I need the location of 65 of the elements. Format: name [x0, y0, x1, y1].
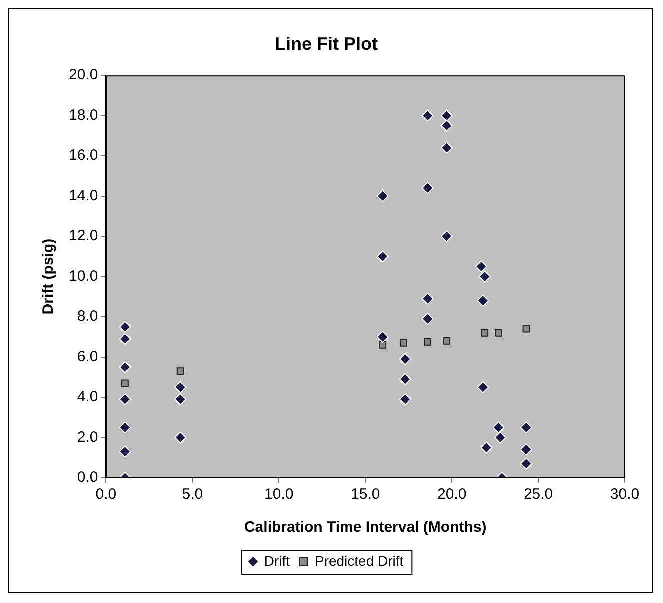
point — [399, 373, 412, 386]
point — [422, 110, 434, 122]
point — [481, 329, 489, 337]
x-tick-label: 10.0 — [264, 486, 294, 504]
point — [122, 380, 129, 388]
point — [422, 182, 434, 194]
point — [174, 394, 187, 406]
point — [477, 294, 490, 307]
y-tick-label: 2.0 — [77, 428, 98, 446]
point — [174, 432, 187, 444]
point — [376, 250, 389, 263]
x-tick-label: 15.0 — [350, 486, 380, 504]
point — [440, 120, 453, 132]
point — [400, 340, 408, 347]
x-tick-label: 30.0 — [610, 486, 640, 504]
point — [119, 333, 132, 346]
y-tick-label: 4.0 — [77, 388, 98, 406]
x-tick-label: 20.0 — [437, 486, 467, 504]
point — [480, 442, 493, 454]
point — [119, 422, 132, 434]
y-tick-label: 6.0 — [77, 348, 98, 366]
point — [399, 353, 412, 366]
y-tick-label: 18.0 — [68, 106, 98, 124]
legend-label: Drift — [264, 552, 290, 569]
y-tick-label: 8.0 — [77, 308, 98, 326]
y-tick-label: 20.0 — [68, 66, 98, 84]
x-tick-label: 0.0 — [96, 486, 117, 504]
point — [174, 381, 187, 394]
point — [119, 361, 132, 374]
x-tick-label: 5.0 — [182, 486, 204, 504]
point — [440, 142, 453, 154]
point — [424, 338, 432, 346]
legend-label: Predicted Drift — [314, 552, 404, 569]
point — [379, 342, 387, 349]
y-axis-title: Drift (psig) — [40, 238, 58, 315]
point — [475, 260, 488, 273]
point — [495, 329, 502, 337]
point — [440, 230, 453, 243]
y-tick-label: 0.0 — [77, 469, 98, 486]
point — [119, 446, 132, 458]
point — [522, 325, 530, 333]
x-tick-label: 25.0 — [524, 486, 554, 504]
point — [520, 444, 532, 456]
point — [119, 321, 132, 334]
point — [443, 338, 451, 345]
y-tick-label: 10.0 — [68, 268, 98, 285]
point — [376, 331, 389, 344]
point — [492, 422, 505, 434]
x-axis-title: Calibration Time Interval (Months) — [244, 519, 487, 536]
point — [520, 458, 532, 470]
point — [478, 270, 491, 283]
y-tick-label: 16.0 — [68, 147, 98, 164]
point — [176, 368, 184, 376]
point — [376, 190, 389, 202]
y-tick-label: 12.0 — [68, 228, 98, 245]
point — [494, 432, 506, 444]
point — [422, 292, 434, 305]
point — [520, 422, 532, 434]
point — [422, 313, 434, 326]
point — [477, 381, 490, 394]
point — [119, 394, 132, 406]
chart-title: Line Fit Plot — [275, 34, 378, 54]
point — [440, 110, 453, 122]
point — [399, 394, 412, 406]
y-tick-label: 14.0 — [68, 187, 98, 204]
